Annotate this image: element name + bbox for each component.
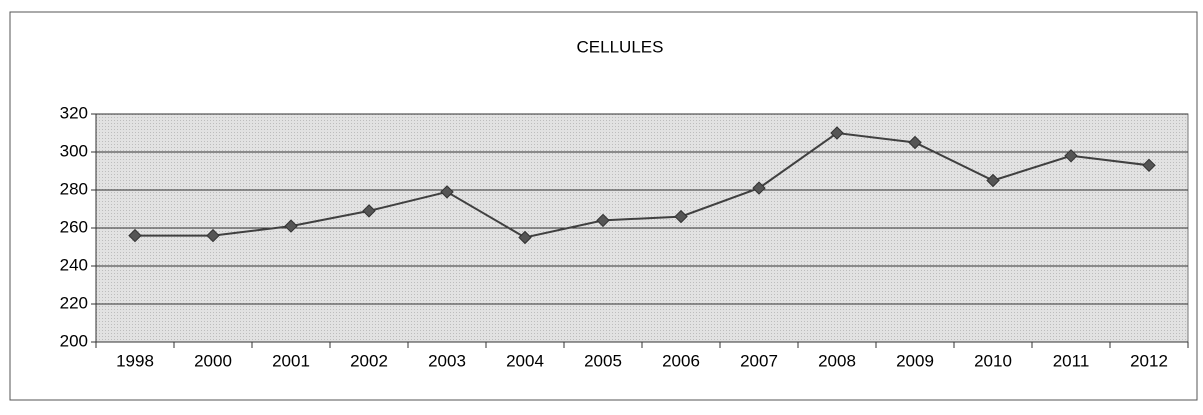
y-tick-label: 320 — [60, 103, 88, 122]
series-line — [135, 131, 1150, 239]
data-point — [128, 228, 142, 243]
data-point — [596, 213, 610, 228]
data-point — [986, 173, 1000, 188]
chart-title: CELLULES — [577, 37, 664, 56]
x-tick-label: 1998 — [116, 351, 154, 370]
data-point — [752, 181, 766, 195]
x-tick-label: 2001 — [272, 351, 310, 370]
y-tick-label: 200 — [60, 331, 88, 350]
x-tick-label: 2010 — [974, 351, 1012, 370]
x-tick-label: 2009 — [896, 351, 934, 370]
y-tick-label: 260 — [60, 217, 88, 236]
y-tick-label: 280 — [60, 179, 88, 198]
data-point — [1064, 149, 1078, 163]
y-tick-label: 300 — [60, 141, 88, 160]
data-point — [206, 228, 220, 243]
x-tick-label: 2006 — [662, 351, 700, 370]
data-point — [908, 135, 922, 150]
y-tick-label: 240 — [60, 255, 88, 274]
x-tick-label: 2012 — [1130, 351, 1168, 370]
data-point — [440, 185, 454, 199]
x-tick-label: 2003 — [428, 351, 466, 370]
x-tick-label: 2002 — [350, 351, 388, 370]
x-tick-label: 2000 — [194, 351, 232, 370]
x-tick-label: 2007 — [740, 351, 778, 370]
x-tick-label: 2004 — [506, 351, 544, 370]
data-point — [674, 209, 688, 224]
data-point — [362, 204, 376, 218]
data-point — [518, 230, 532, 245]
data-point — [284, 219, 298, 233]
data-point — [830, 126, 844, 140]
y-tick-label: 220 — [60, 293, 88, 312]
data-point — [1142, 158, 1156, 173]
x-tick-label: 2011 — [1053, 351, 1090, 370]
x-tick-label: 2005 — [584, 351, 622, 370]
x-tick-label: 2008 — [818, 351, 856, 370]
